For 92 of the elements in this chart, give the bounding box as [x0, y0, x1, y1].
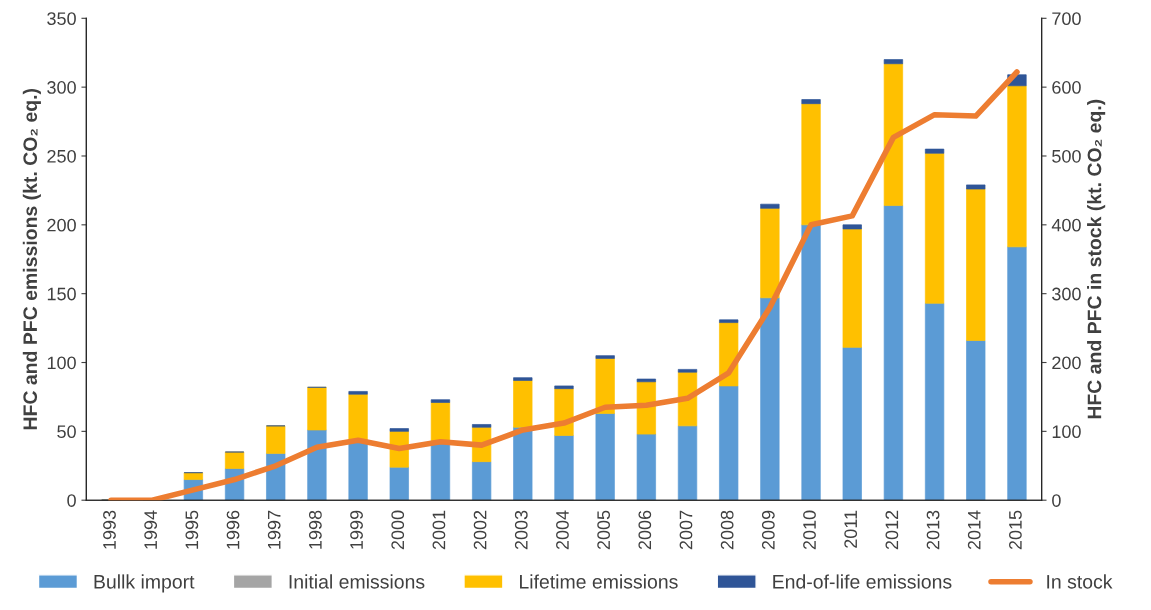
bar — [1007, 85, 1027, 248]
y2-tick-label: 700 — [1052, 12, 1081, 26]
bar — [348, 442, 368, 501]
bar — [760, 203, 780, 209]
y-tick-label: 50 — [57, 425, 76, 439]
x-tick-label: 2003 — [514, 510, 528, 550]
bar — [636, 378, 656, 383]
bar — [924, 148, 945, 154]
x-tick-label: 2006 — [638, 510, 652, 550]
bar — [801, 224, 821, 501]
bar — [883, 59, 904, 65]
y-tick-label: 250 — [47, 149, 76, 163]
y-tick-label: 300 — [47, 81, 76, 94]
bar — [636, 433, 656, 501]
y2-tick-label: 300 — [1052, 287, 1081, 301]
bar — [883, 205, 904, 501]
bar — [760, 297, 780, 501]
x-tick-label: 2001 — [432, 510, 446, 550]
x-tick-label: 2012 — [885, 510, 899, 550]
bar — [842, 347, 862, 501]
y2-tick-label: 400 — [1051, 218, 1081, 232]
bar — [513, 377, 533, 381]
y-tick-label: 0 — [67, 494, 76, 507]
x-tick-label: 2004 — [556, 510, 569, 550]
x-tick-label: 2002 — [473, 510, 487, 550]
bar — [1007, 246, 1027, 501]
legend-label: End-of-life emissions — [773, 574, 952, 589]
bar — [801, 103, 821, 226]
legend-label: Bullk import — [94, 574, 195, 593]
bar — [842, 224, 862, 230]
x-tick-label: 1997 — [267, 510, 281, 549]
y2-tick-label: 0 — [1052, 494, 1061, 507]
legend-label: Initial emissions — [289, 574, 425, 589]
x-tick-label: 2015 — [1009, 510, 1022, 550]
bar — [883, 63, 904, 206]
x-tick-label: 2010 — [803, 510, 816, 550]
y2-tick-label: 100 — [1052, 425, 1081, 439]
bar — [677, 369, 698, 373]
x-tick-label: 2007 — [679, 510, 693, 550]
y-axis-title: HFC and PFC emissions (kt. CO₂ eq.) — [22, 88, 41, 430]
x-tick-label: 2013 — [926, 510, 940, 550]
x-tick-label: 1994 — [144, 510, 158, 549]
y-tick-label: 200 — [47, 218, 76, 232]
bar — [307, 386, 327, 431]
y-tick-label: 150 — [47, 287, 76, 301]
x-tick-label: 2009 — [761, 510, 775, 550]
bar — [389, 428, 409, 432]
y2-axis-title: HFC and PFC in stock (kt. CO₂ eq.) — [1087, 99, 1106, 419]
bar — [183, 472, 203, 480]
y-tick-label: 350 — [47, 12, 76, 26]
x-tick-label: 2011 — [844, 510, 858, 548]
y2-tick-label: 600 — [1052, 81, 1081, 94]
bar — [801, 99, 821, 105]
x-tick-label: 1995 — [185, 510, 199, 549]
bar — [842, 228, 862, 348]
bar — [554, 385, 574, 390]
bar — [389, 466, 409, 501]
bar — [472, 461, 492, 501]
x-tick-label: 2000 — [391, 510, 405, 550]
bar — [719, 319, 739, 323]
bar — [513, 426, 533, 501]
bar — [719, 385, 739, 501]
bar — [677, 425, 698, 501]
y2-tick-label: 200 — [1052, 356, 1081, 370]
bar — [472, 424, 492, 428]
x-tick-label: 1999 — [350, 510, 363, 549]
bar — [348, 391, 368, 395]
bar — [513, 380, 533, 428]
legend-label: Lifetime emissions — [520, 574, 678, 589]
y2-tick-label: 500 — [1052, 149, 1081, 163]
bar — [430, 399, 451, 403]
bar — [430, 442, 451, 501]
x-tick-label: 1998 — [308, 510, 322, 549]
bar — [554, 435, 574, 501]
x-tick-label: 1996 — [226, 510, 240, 549]
legend-label: In stock — [1047, 574, 1113, 589]
y-tick-label: 100 — [47, 356, 76, 370]
bar — [966, 188, 986, 341]
bar — [307, 429, 327, 501]
x-tick-label: 2005 — [597, 510, 611, 550]
bar — [924, 302, 945, 501]
bar — [966, 184, 986, 190]
x-tick-label: 2008 — [720, 510, 734, 550]
bar — [595, 413, 615, 501]
x-tick-label: 2014 — [967, 510, 981, 550]
bar — [595, 355, 615, 359]
x-tick-label: 1993 — [103, 510, 116, 549]
bar — [924, 152, 945, 304]
bar — [760, 207, 780, 299]
bar — [966, 340, 986, 501]
bar — [224, 451, 245, 469]
bar — [266, 425, 286, 454]
